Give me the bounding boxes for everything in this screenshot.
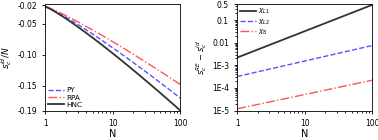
PY <box>154 79 158 80</box>
$\chi_8$ <box>346 85 350 86</box>
RPA <box>116 44 121 46</box>
RPA <box>43 6 48 8</box>
$\chi_{L1}$ <box>367 5 371 7</box>
$\chi_{L2}$ <box>308 59 313 61</box>
$\chi_{L1}$ <box>315 25 320 27</box>
PY <box>116 51 121 53</box>
Line: HNC: HNC <box>45 7 180 111</box>
$\chi_{L2}$ <box>235 76 240 77</box>
Y-axis label: $s_c^{id}/N$: $s_c^{id}/N$ <box>0 46 14 69</box>
$\chi_{L1}$ <box>308 28 313 30</box>
HNC <box>178 110 183 111</box>
HNC <box>108 51 113 52</box>
$\chi_{L2}$ <box>367 45 371 47</box>
$\chi_{L1}$ <box>299 32 304 33</box>
$\chi_{L2}$ <box>370 45 375 46</box>
$\chi_8$ <box>235 108 240 110</box>
HNC <box>116 57 121 59</box>
X-axis label: N: N <box>301 129 308 139</box>
HNC <box>124 63 128 65</box>
PY <box>107 45 112 46</box>
$\chi_{L2}$ <box>315 57 320 59</box>
Y-axis label: $s_c^{RE}-s_c^{id}$: $s_c^{RE}-s_c^{id}$ <box>194 40 209 75</box>
RPA <box>124 49 128 50</box>
Line: $\chi_{L1}$: $\chi_{L1}$ <box>237 5 372 58</box>
Line: $\chi_8$: $\chi_8$ <box>237 80 372 109</box>
PY <box>124 56 128 58</box>
HNC <box>43 6 48 8</box>
$\chi_{L1}$ <box>235 57 240 58</box>
$\chi_8$ <box>308 93 313 94</box>
$\chi_{L1}$ <box>370 4 375 6</box>
$\chi_{L2}$ <box>300 61 304 62</box>
PY <box>108 45 113 47</box>
HNC <box>175 107 180 109</box>
Line: $\chi_{L2}$: $\chi_{L2}$ <box>237 46 372 77</box>
Line: PY: PY <box>45 7 180 98</box>
RPA <box>178 84 183 85</box>
HNC <box>107 50 112 52</box>
$\chi_8$ <box>370 79 375 81</box>
Legend: PY, RPA, HNC: PY, RPA, HNC <box>48 87 83 108</box>
Legend: $\chi_{L1}$, $\chi_{L2}$, $\chi_8$: $\chi_{L1}$, $\chi_{L2}$, $\chi_8$ <box>239 6 271 38</box>
X-axis label: N: N <box>109 129 116 139</box>
$\chi_8$ <box>300 94 304 96</box>
$\chi_{L1}$ <box>346 13 350 15</box>
RPA <box>175 82 180 83</box>
PY <box>43 6 48 8</box>
HNC <box>154 88 158 90</box>
RPA <box>154 68 158 70</box>
$\chi_{L2}$ <box>346 50 350 52</box>
$\chi_8$ <box>299 94 304 96</box>
$\chi_8$ <box>367 80 371 82</box>
RPA <box>107 39 112 41</box>
$\chi_{L1}$ <box>300 31 304 33</box>
RPA <box>108 39 113 41</box>
$\chi_{L2}$ <box>299 61 304 63</box>
PY <box>175 95 180 97</box>
$\chi_8$ <box>315 91 320 93</box>
PY <box>178 97 183 99</box>
Line: RPA: RPA <box>45 7 180 85</box>
